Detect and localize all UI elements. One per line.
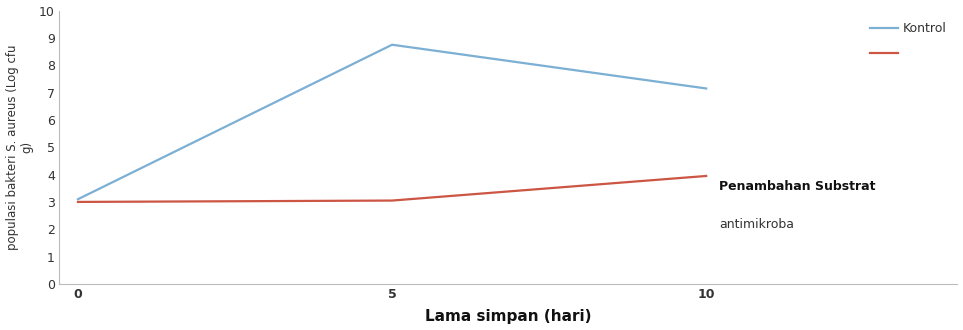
Legend: Kontrol, : Kontrol,	[871, 22, 947, 61]
X-axis label: Lama simpan (hari): Lama simpan (hari)	[425, 310, 591, 324]
Y-axis label: populasi bakteri S. aureus (Log cfu
g): populasi bakteri S. aureus (Log cfu g)	[6, 45, 34, 250]
Text: antimikroba: antimikroba	[719, 218, 794, 231]
Text: Penambahan Substrat: Penambahan Substrat	[719, 180, 876, 193]
